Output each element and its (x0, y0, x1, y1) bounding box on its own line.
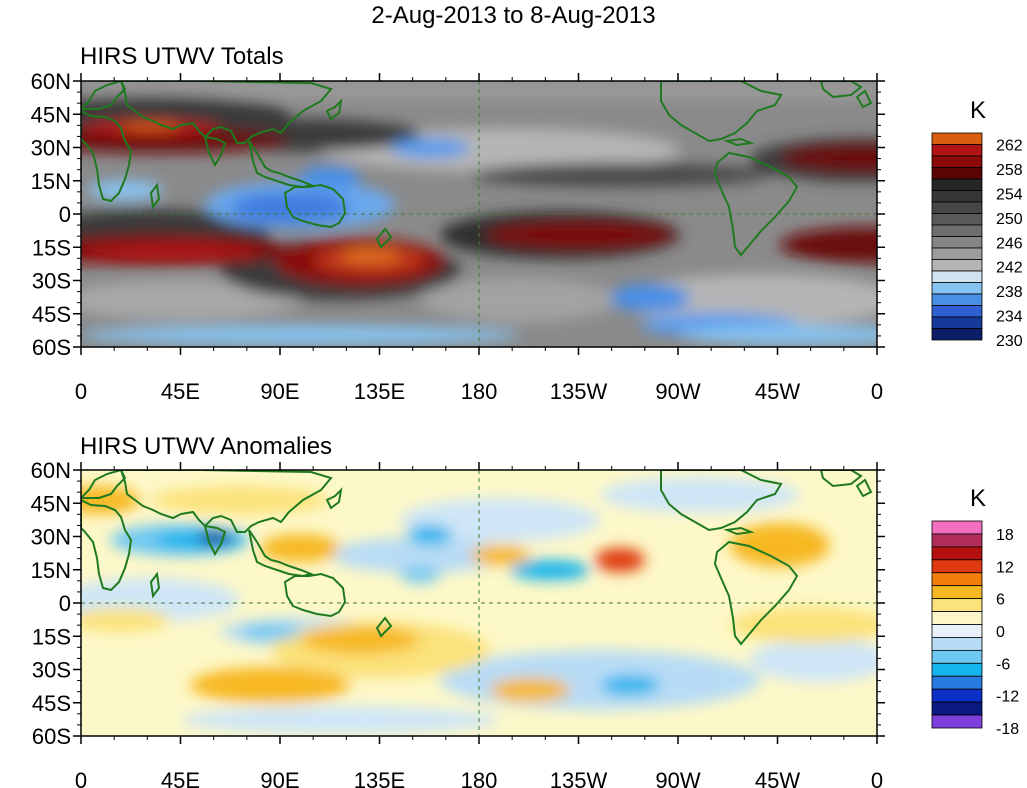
totals-colorbar-swatch (932, 317, 982, 329)
totals-lon-label: 135W (550, 379, 608, 404)
totals-colorbar-swatch (932, 202, 982, 214)
anomalies-colorbar-swatch (932, 612, 982, 625)
anomalies-lat-label: 45S (32, 691, 71, 716)
totals-colorbar-swatch (932, 179, 982, 191)
totals-colorbar-swatch (932, 168, 982, 180)
totals-colorbar-label: 262 (996, 138, 1023, 155)
anomalies-colorbar-swatch (932, 637, 982, 650)
totals-map (10, 81, 970, 347)
anomalies-colorbar-swatch (932, 650, 982, 663)
anomalies-map (60, 470, 890, 736)
anomalies-lat-label: 30N (31, 525, 71, 550)
totals-colorbar-swatch (932, 329, 982, 341)
anomalies-lat-label: 30S (32, 658, 71, 683)
anomalies-lon-label: 0 (871, 768, 883, 788)
totals-colorbar-swatch (932, 294, 982, 306)
totals-lon-label: 0 (871, 379, 883, 404)
totals-colorbar-swatch (932, 214, 982, 226)
totals-lon-label: 0 (75, 379, 87, 404)
totals-lon-label: 45W (755, 379, 800, 404)
totals-colorbar-label: 230 (996, 333, 1023, 350)
anomalies-lat-label: 45N (31, 491, 71, 516)
totals-colorbar-swatch (932, 306, 982, 318)
totals-lat-label: 15S (32, 235, 71, 260)
totals-lon-label: 135E (354, 379, 405, 404)
anomalies-colorbar-swatch (932, 560, 982, 573)
totals-colorbar-swatch (932, 145, 982, 157)
totals-colorbar-swatch (932, 156, 982, 168)
anomalies-colorbar-swatch (932, 663, 982, 676)
anomalies-colorbar-swatch (932, 586, 982, 599)
anomalies-lat-label: 60N (31, 458, 71, 483)
anomalies-colorbar-swatch (932, 599, 982, 612)
totals-colorbar-swatch (932, 225, 982, 237)
totals-lon-label: 90E (260, 379, 299, 404)
anomalies-colorbar-label: 18 (996, 527, 1014, 544)
totals-colorbar-label: 234 (996, 309, 1023, 326)
totals-colorbar-label: 246 (996, 235, 1023, 252)
anomalies-colorbar-swatch (932, 702, 982, 715)
totals-colorbar-swatch (932, 283, 982, 295)
anomalies-lat-label: 60S (32, 724, 71, 749)
anomalies-lon-label: 90W (655, 768, 700, 788)
totals-lat-label: 60S (32, 335, 71, 360)
totals-lat-label: 0 (59, 202, 71, 227)
totals-colorbar-swatch (932, 260, 982, 272)
anomalies-lon-label: 135W (550, 768, 608, 788)
anomalies-colorbar-label: -12 (996, 689, 1019, 706)
anomalies-colorbar-label: -6 (996, 656, 1010, 673)
anomalies-colorbar-swatch (932, 534, 982, 547)
totals-colorbar-label: 250 (996, 211, 1023, 228)
anomalies-lat-label: 0 (59, 591, 71, 616)
totals-lat-label: 45S (32, 302, 71, 327)
anomalies-colorbar-swatch (932, 715, 982, 728)
totals-lat-label: 15N (31, 169, 71, 194)
anomalies-lon-label: 0 (75, 768, 87, 788)
anomalies-colorbar-swatch (932, 689, 982, 702)
anomalies-colorbar-label: 12 (996, 559, 1014, 576)
totals-colorbar-swatch (932, 237, 982, 249)
anomalies-colorbar-swatch (932, 676, 982, 689)
totals-colorbar-label: 258 (996, 162, 1023, 179)
anomalies-colorbar-label: 6 (996, 592, 1005, 609)
anomalies-lon-label: 90E (260, 768, 299, 788)
totals-colorbar: 262 258 254 250 246 242 238 234 230 (932, 133, 1023, 350)
anomalies-lon-label: 45E (161, 768, 200, 788)
anomalies-colorbar-label: -18 (996, 721, 1019, 738)
anomalies-lat-label: 15S (32, 624, 71, 649)
anomalies-colorbar-swatch (932, 547, 982, 560)
totals-lat-label: 60N (31, 69, 71, 94)
anomalies-lon-label: 135E (354, 768, 405, 788)
totals-lat-label: 30S (32, 269, 71, 294)
totals-colorbar-label: 254 (996, 186, 1023, 203)
anomalies-lon-label: 180 (461, 768, 498, 788)
totals-lon-label: 180 (461, 379, 498, 404)
totals-colorbar-swatch (932, 133, 982, 145)
anomalies-lat-label: 15N (31, 558, 71, 583)
anomalies-colorbar: 18 12 6 0 -6 -12 -18 (932, 521, 1019, 738)
anomalies-colorbar-swatch (932, 625, 982, 638)
totals-lat-label: 45N (31, 102, 71, 127)
anomalies-colorbar-swatch (932, 521, 982, 534)
totals-colorbar-label: 242 (996, 260, 1023, 277)
totals-lat-label: 30N (31, 136, 71, 161)
totals-colorbar-swatch (932, 248, 982, 260)
anomalies-unit-label: K (970, 485, 986, 512)
totals-lon-label: 90W (655, 379, 700, 404)
totals-colorbar-swatch (932, 191, 982, 203)
totals-lon-label: 45E (161, 379, 200, 404)
totals-colorbar-swatch (932, 271, 982, 283)
totals-colorbar-label: 238 (996, 284, 1023, 301)
anomalies-colorbar-label: 0 (996, 624, 1005, 641)
anomalies-colorbar-swatch (932, 573, 982, 586)
anomalies-lon-label: 45W (755, 768, 800, 788)
totals-unit-label: K (970, 97, 986, 124)
